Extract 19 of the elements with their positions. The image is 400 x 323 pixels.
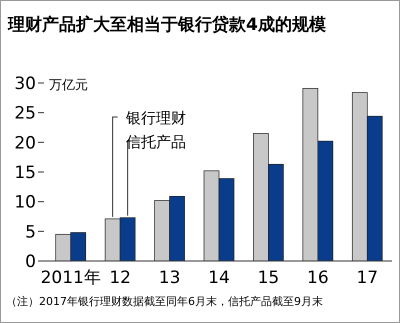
x-tick-label: 2011年 [40, 268, 101, 288]
text: （注）2017年银行理财数据截至同年6月末，信托产品截至9月末 [6, 295, 323, 308]
text: 银行理财 [125, 109, 186, 127]
x-tick-label: 12 [109, 268, 131, 288]
y-tick-label: 20 [14, 133, 36, 154]
chart-title: 理财产品扩大至相当于银行贷款4成的规模 [7, 15, 326, 35]
y-axis-title: 万亿元 [49, 78, 88, 93]
y-tick-label: 5 [25, 222, 36, 242]
x-tick-label: 14 [208, 268, 230, 288]
y-tick-label: 10 [14, 192, 36, 213]
x-tick-label: 13 [158, 268, 180, 288]
text: 信托产品 [126, 133, 186, 151]
x-tick-label: 15 [258, 268, 280, 288]
y-tick-label: 15 [14, 163, 36, 183]
y-tick-label: 25 [14, 104, 36, 124]
x-tick-label: 17 [356, 268, 378, 288]
x-tick-label: 16 [307, 268, 329, 288]
y-tick-label: 0 [25, 252, 36, 272]
y-tick-label: 30 [14, 74, 36, 94]
